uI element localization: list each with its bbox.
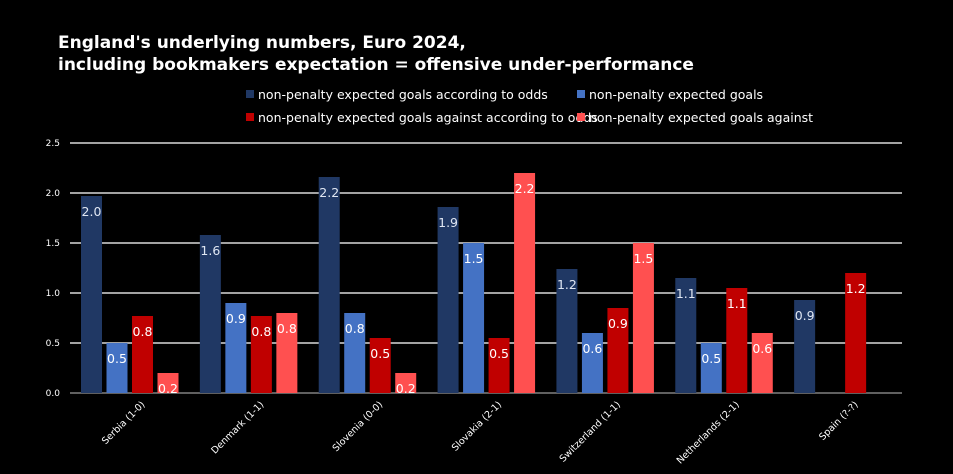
bar — [369, 338, 391, 393]
bar — [463, 243, 485, 393]
data-label: 1.5 — [633, 251, 653, 266]
data-label: 0.9 — [795, 308, 815, 323]
data-label: 0.5 — [701, 351, 721, 366]
y-tick-label: 1.0 — [46, 289, 61, 299]
data-label: 1.1 — [727, 296, 747, 311]
legend-swatch — [577, 90, 585, 98]
data-label: 0.5 — [489, 346, 509, 361]
data-label: 1.1 — [676, 286, 696, 301]
legend: non-penalty expected goals according to … — [246, 87, 813, 125]
bar — [318, 177, 340, 393]
bar — [632, 243, 654, 393]
category-label: Switzerland (1-1) — [558, 399, 623, 464]
bar — [514, 173, 536, 393]
bar — [225, 303, 247, 393]
data-label: 0.9 — [608, 316, 628, 331]
data-label: 0.8 — [133, 324, 153, 339]
category-label: Spain (?-?) — [817, 399, 860, 442]
data-label: 0.8 — [251, 324, 271, 339]
bar — [794, 300, 816, 393]
y-tick-label: 0.5 — [46, 339, 60, 349]
bar — [395, 373, 417, 393]
y-tick-label: 1.5 — [46, 239, 60, 249]
data-label: 0.9 — [226, 311, 246, 326]
legend-label: non-penalty expected goals against — [589, 110, 813, 125]
legend-swatch — [577, 113, 585, 121]
data-label: 0.6 — [582, 341, 602, 356]
bar — [106, 343, 128, 393]
bar — [607, 308, 629, 393]
bar — [845, 273, 867, 393]
legend-swatch — [246, 113, 254, 121]
bar — [556, 269, 578, 393]
y-tick-label: 2.0 — [46, 189, 61, 199]
bar — [437, 207, 459, 393]
category-label: Denmark (1-1) — [209, 399, 266, 456]
data-label: 1.5 — [464, 251, 484, 266]
bar — [700, 343, 722, 393]
category-label: Slovenia (0-0) — [331, 399, 386, 454]
data-label: 1.2 — [557, 277, 577, 292]
chart-title-line-1: England's underlying numbers, Euro 2024, — [58, 33, 466, 53]
data-label: 0.2 — [158, 381, 178, 396]
legend-swatch — [246, 90, 254, 98]
bar — [250, 316, 272, 393]
bar — [276, 313, 298, 393]
data-label: 0.6 — [752, 341, 772, 356]
bar — [81, 196, 102, 393]
legend-label: non-penalty expected goals — [589, 87, 763, 102]
data-label: 0.8 — [345, 321, 365, 336]
bar — [132, 316, 153, 393]
bar — [199, 235, 221, 393]
data-labels: 2.0 0.5 0.8 0.2 1.6 0.9 0.8 0.8 2.2 0.8 0.5 0.2 1.9 1… — [82, 181, 866, 396]
chart-title-line-2: including bookmakers expectation = offen… — [58, 55, 694, 75]
data-label: 2.2 — [515, 181, 535, 196]
category-label: Netherlands (2-1) — [675, 399, 742, 466]
category-label: Serbia (1-0) — [100, 399, 148, 447]
bars — [81, 173, 867, 393]
category-label: Slovakia (2-1) — [450, 399, 504, 453]
legend-label: non-penalty expected goals according to … — [258, 87, 548, 102]
bar — [751, 333, 773, 393]
legend-label: non-penalty expected goals against accor… — [258, 110, 598, 125]
data-label: 0.5 — [370, 346, 390, 361]
data-label: 0.2 — [396, 381, 416, 396]
bar — [157, 373, 179, 393]
data-label: 0.8 — [277, 321, 297, 336]
category-labels: Serbia (1-0) Denmark (1-1) Slovenia (0-0) S… — [100, 399, 861, 466]
data-label: 2.2 — [319, 185, 339, 200]
data-label: 0.5 — [107, 351, 127, 366]
bar — [488, 338, 510, 393]
data-label: 1.6 — [200, 243, 220, 258]
y-tick-label: 0.0 — [46, 389, 61, 399]
bar — [675, 278, 697, 393]
bar — [344, 313, 366, 393]
bar — [726, 288, 748, 393]
bar — [581, 333, 603, 393]
y-tick-label: 2.5 — [46, 139, 60, 149]
data-label: 2.0 — [82, 204, 102, 219]
data-label: 1.9 — [438, 215, 458, 230]
data-label: 1.2 — [846, 281, 866, 296]
